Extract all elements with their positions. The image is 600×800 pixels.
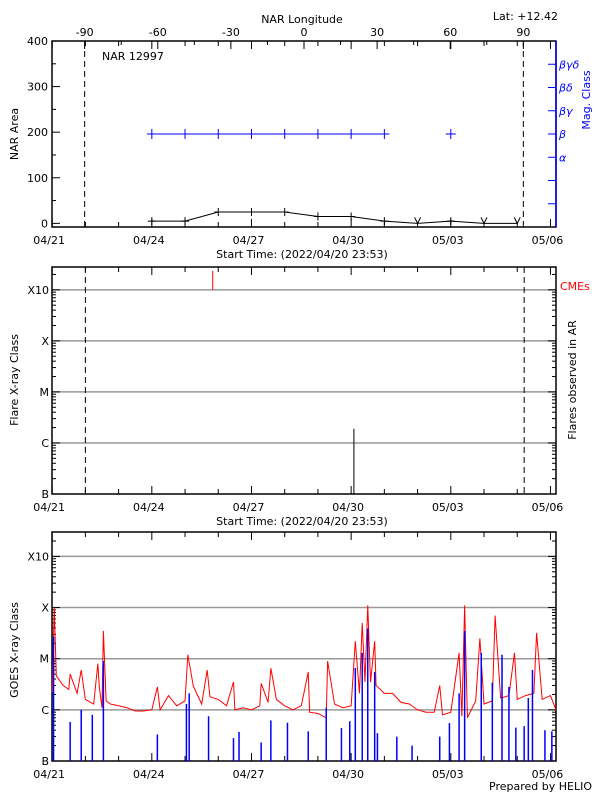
mag-class-label: βγδ bbox=[558, 58, 580, 71]
area-point bbox=[446, 217, 455, 226]
y-axis-title: Flare X-ray Class bbox=[8, 334, 21, 426]
x-tick-label: 04/27 bbox=[233, 768, 265, 781]
mag-class-point bbox=[146, 129, 157, 139]
x-tick-label: 04/24 bbox=[133, 768, 165, 781]
flare-y-tick-label: X10 bbox=[27, 284, 49, 297]
y-tick-label: 200 bbox=[27, 126, 48, 139]
goes-y-tick-label: M bbox=[40, 653, 50, 666]
flare-y-tick-label: B bbox=[41, 488, 49, 501]
x-tick-label: 04/30 bbox=[332, 768, 364, 781]
area-limit-marker bbox=[414, 217, 422, 225]
area-point bbox=[181, 217, 190, 226]
area-point bbox=[214, 207, 223, 216]
mag-class-label: βγ bbox=[558, 105, 573, 118]
top-x-tick-label: -90 bbox=[76, 26, 94, 39]
x-tick-label: 05/03 bbox=[432, 234, 464, 247]
goes-y-tick-label: C bbox=[41, 704, 49, 717]
mag-class-point bbox=[180, 129, 191, 139]
top-x-tick-label: -60 bbox=[149, 26, 167, 39]
x-tick-label: 05/03 bbox=[432, 501, 464, 514]
x-tick-label: 04/27 bbox=[233, 234, 265, 247]
y-tick-label: 400 bbox=[27, 35, 48, 48]
x-axis-title: Start Time: (2022/04/20 23:53) bbox=[216, 515, 388, 528]
mag-class-point bbox=[279, 129, 290, 139]
mag-class-point bbox=[213, 129, 224, 139]
y-axis-title: GOES X-ray Class bbox=[8, 602, 21, 698]
top-x-axis-title: NAR Longitude bbox=[261, 13, 343, 26]
flare-y-tick-label: X bbox=[41, 335, 49, 348]
right-axis-title: Flares observed in AR bbox=[566, 320, 579, 440]
mag-class-label: α bbox=[559, 151, 567, 164]
mag-class-axis-title: Mag. Class bbox=[580, 70, 593, 129]
x-tick-label: 05/06 bbox=[532, 234, 564, 247]
area-point bbox=[247, 207, 256, 216]
y-tick-label: 100 bbox=[27, 172, 48, 185]
mag-class-label: β bbox=[558, 128, 566, 141]
top-x-tick-label: -30 bbox=[222, 26, 240, 39]
top-x-tick-label: 0 bbox=[301, 26, 308, 39]
x-tick-label: 05/06 bbox=[532, 501, 564, 514]
latitude-label: Lat: +12.42 bbox=[493, 10, 558, 23]
flare-y-tick-label: C bbox=[41, 437, 49, 450]
area-point bbox=[380, 217, 389, 226]
x-tick-label: 04/30 bbox=[332, 234, 364, 247]
goes-y-tick-label: X10 bbox=[27, 550, 49, 563]
mag-class-point bbox=[246, 129, 257, 139]
area-line bbox=[151, 211, 518, 224]
cme-legend-label: CMEs bbox=[560, 280, 590, 293]
mag-class-point bbox=[379, 129, 390, 139]
top-x-tick-label: 90 bbox=[516, 26, 530, 39]
area-limit-marker bbox=[513, 217, 521, 225]
x-tick-label: 04/27 bbox=[233, 501, 265, 514]
mag-class-point bbox=[312, 129, 323, 139]
area-point bbox=[147, 217, 156, 226]
flare-y-tick-label: M bbox=[40, 386, 50, 399]
footer-credit: Prepared by HELIO bbox=[489, 780, 592, 793]
top-x-tick-label: 60 bbox=[443, 26, 457, 39]
y-tick-label: 0 bbox=[41, 217, 48, 230]
x-tick-label: 04/24 bbox=[133, 234, 165, 247]
goes-y-tick-label: B bbox=[41, 755, 49, 768]
x-tick-label: 04/21 bbox=[33, 234, 65, 247]
x-tick-label: 05/06 bbox=[532, 768, 564, 781]
x-tick-label: 04/30 bbox=[332, 501, 364, 514]
y-tick-label: 300 bbox=[27, 81, 48, 94]
region-title: NAR 12997 bbox=[102, 50, 164, 63]
area-point bbox=[347, 212, 356, 221]
x-tick-label: 04/21 bbox=[33, 501, 65, 514]
mag-class-label: βδ bbox=[558, 82, 573, 95]
x-tick-label: 04/21 bbox=[33, 768, 65, 781]
top-x-tick-label: 30 bbox=[370, 26, 384, 39]
area-point bbox=[280, 207, 289, 216]
y-axis-title: NAR Area bbox=[8, 108, 21, 160]
goes-plot-frame bbox=[51, 531, 557, 762]
flare-plot-frame bbox=[51, 266, 557, 495]
mag-class-point bbox=[445, 129, 456, 139]
goes-y-tick-label: X bbox=[41, 602, 49, 615]
goes-long-channel-line bbox=[51, 605, 557, 719]
area-limit-marker bbox=[480, 217, 488, 225]
area-point bbox=[313, 212, 322, 221]
x-tick-label: 05/03 bbox=[432, 768, 464, 781]
x-axis-title: Start Time: (2022/04/20 23:53) bbox=[216, 248, 388, 261]
x-tick-label: 04/24 bbox=[133, 501, 165, 514]
mag-class-point bbox=[346, 129, 357, 139]
